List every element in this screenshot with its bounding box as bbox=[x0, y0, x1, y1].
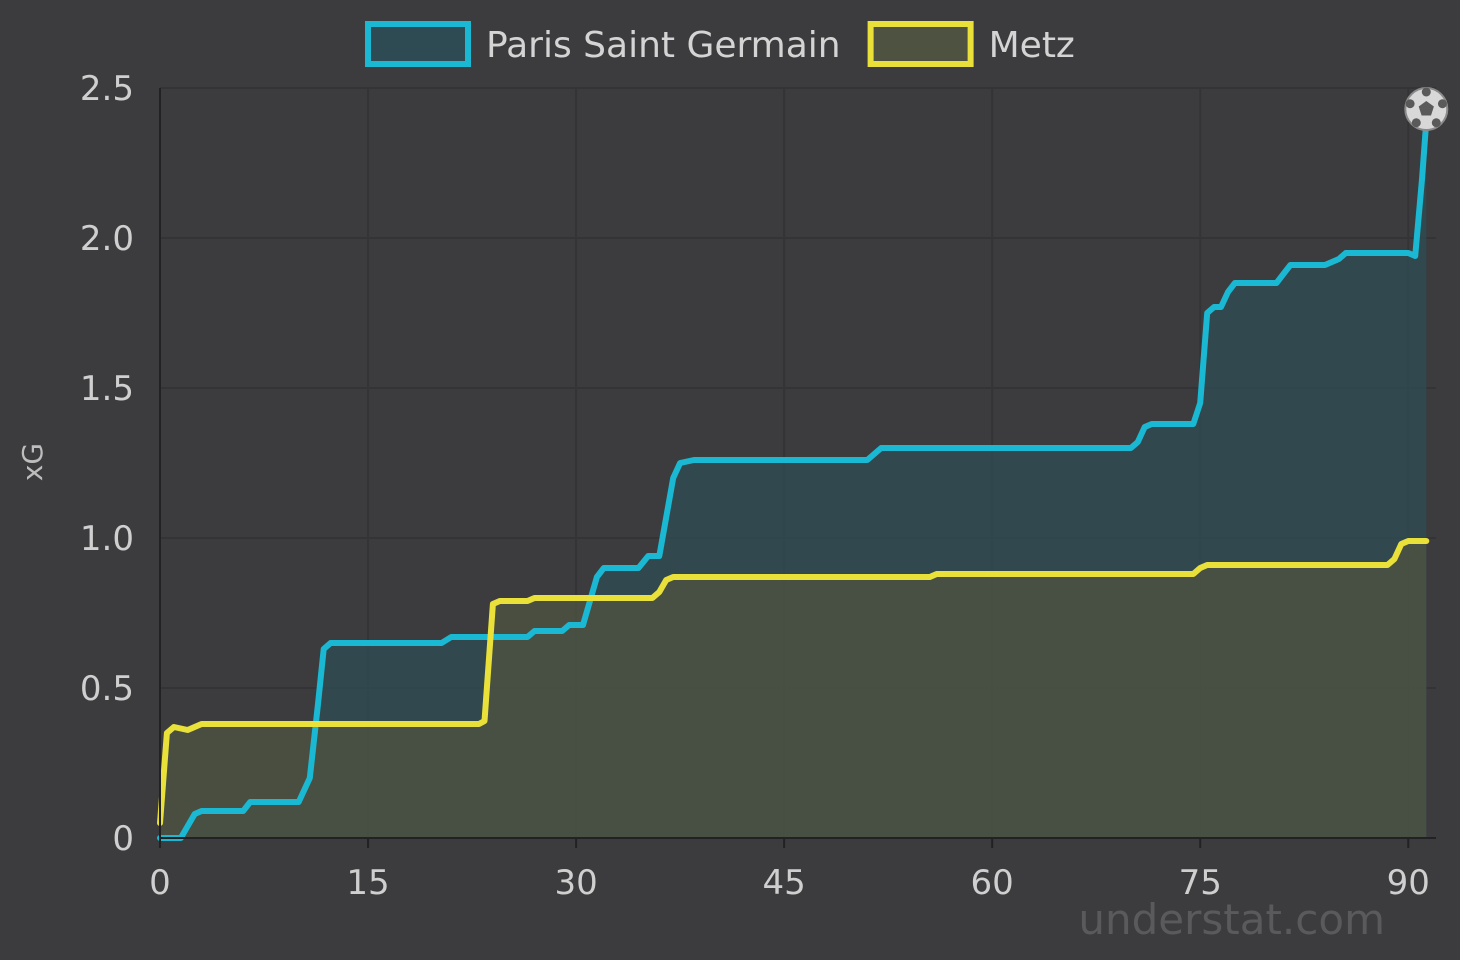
ball-patch bbox=[1405, 99, 1415, 109]
legend-swatch-metz bbox=[867, 21, 974, 67]
x-tick-label: 0 bbox=[149, 863, 171, 903]
y-tick-label: 0 bbox=[112, 819, 134, 859]
series-areas bbox=[160, 121, 1427, 838]
soccer-ball-icon[interactable] bbox=[1404, 87, 1449, 131]
y-tick-label: 2.5 bbox=[80, 69, 134, 109]
ball-patch bbox=[1421, 87, 1431, 97]
y-tick-label: 1.0 bbox=[80, 519, 134, 559]
x-tick-label: 90 bbox=[1387, 863, 1430, 903]
line-metz bbox=[157, 538, 1430, 826]
ball-patch bbox=[1437, 99, 1447, 109]
y-tick-label: 0.5 bbox=[80, 669, 134, 709]
area-metz bbox=[160, 541, 1427, 838]
x-tick-label: 15 bbox=[346, 863, 389, 903]
ball-pentagon bbox=[1418, 101, 1434, 116]
watermark: understat.com bbox=[1078, 895, 1385, 944]
ball-patch bbox=[1411, 118, 1421, 128]
legend: Paris Saint Germain Metz bbox=[365, 21, 1075, 67]
y-tick-labels: 0 0.5 1.0 1.5 2.0 2.5 bbox=[80, 69, 134, 859]
axes bbox=[159, 88, 1436, 839]
x-tick-label: 30 bbox=[554, 863, 597, 903]
y-tick-label: 2.0 bbox=[80, 219, 134, 259]
x-tick-label: 75 bbox=[1179, 863, 1222, 903]
legend-label-paris-saint-germain: Paris Saint Germain bbox=[486, 25, 841, 66]
y-tick-label: 1.5 bbox=[80, 369, 134, 409]
y-axis-label: xG bbox=[16, 443, 49, 481]
line-paris-saint-germain bbox=[157, 118, 1430, 841]
legend-label-metz: Metz bbox=[989, 25, 1075, 66]
ball-patch bbox=[1431, 118, 1441, 128]
x-tick-label: 45 bbox=[762, 863, 805, 903]
x-tick-label: 60 bbox=[971, 863, 1014, 903]
x-tick-labels: 0 15 30 45 60 75 90 bbox=[149, 838, 1430, 903]
series-lines bbox=[157, 118, 1430, 841]
legend-swatch-paris-saint-germain bbox=[365, 21, 471, 67]
